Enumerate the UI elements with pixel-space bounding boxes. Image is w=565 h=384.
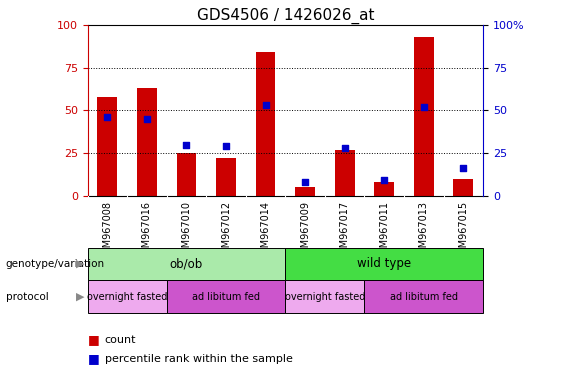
Text: GSM967012: GSM967012: [221, 201, 231, 260]
Bar: [295, 187, 315, 196]
Text: genotype/variation: genotype/variation: [6, 259, 105, 269]
Bar: [285, 280, 364, 313]
Text: percentile rank within the sample: percentile rank within the sample: [105, 354, 293, 364]
Bar: [176, 153, 197, 196]
Bar: [98, 97, 118, 196]
Text: GSM967008: GSM967008: [102, 201, 112, 260]
Text: ad libitum fed: ad libitum fed: [192, 291, 260, 302]
Text: GSM967009: GSM967009: [300, 201, 310, 260]
Text: ad libitum fed: ad libitum fed: [390, 291, 458, 302]
Bar: [364, 280, 483, 313]
Title: GDS4506 / 1426026_at: GDS4506 / 1426026_at: [197, 7, 374, 23]
Point: [221, 143, 231, 149]
Point: [103, 114, 112, 120]
Text: GSM967017: GSM967017: [340, 201, 350, 260]
Point: [142, 116, 151, 122]
Point: [380, 177, 389, 184]
Text: GSM967014: GSM967014: [260, 201, 271, 260]
Text: wild type: wild type: [357, 258, 411, 270]
Point: [459, 166, 468, 172]
Text: GSM967010: GSM967010: [181, 201, 192, 260]
Text: count: count: [105, 335, 136, 345]
Bar: [88, 280, 167, 313]
Bar: [285, 248, 483, 280]
Text: GSM967015: GSM967015: [458, 201, 468, 260]
Text: protocol: protocol: [6, 291, 49, 302]
Bar: [255, 52, 276, 196]
Bar: [167, 280, 285, 313]
Bar: [454, 179, 473, 196]
Bar: [414, 37, 434, 196]
Bar: [88, 248, 285, 280]
Bar: [375, 182, 394, 196]
Text: ▶: ▶: [76, 259, 85, 269]
Bar: [216, 158, 236, 196]
Text: ■: ■: [88, 333, 99, 346]
Point: [340, 145, 349, 151]
Text: ▶: ▶: [76, 291, 85, 302]
Text: ■: ■: [88, 353, 99, 366]
Text: GSM967013: GSM967013: [419, 201, 429, 260]
Text: ob/ob: ob/ob: [170, 258, 203, 270]
Text: GSM967016: GSM967016: [142, 201, 152, 260]
Point: [261, 102, 270, 108]
Bar: [334, 150, 355, 196]
Point: [182, 142, 191, 148]
Text: GSM967011: GSM967011: [379, 201, 389, 260]
Text: overnight fasted: overnight fasted: [87, 291, 167, 302]
Point: [301, 179, 310, 185]
Bar: [137, 88, 157, 196]
Text: overnight fasted: overnight fasted: [285, 291, 365, 302]
Point: [419, 104, 428, 110]
